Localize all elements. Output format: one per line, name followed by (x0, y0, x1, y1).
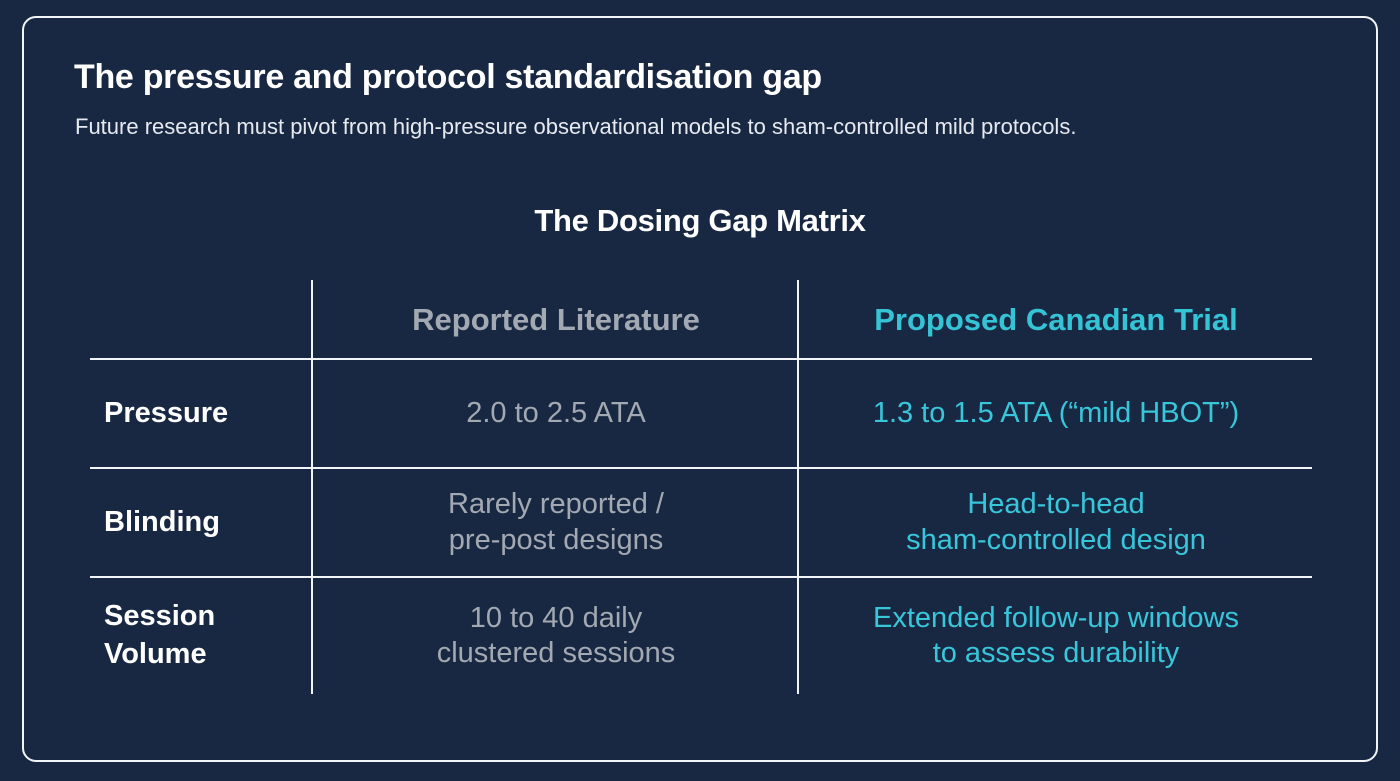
page-subtitle: Future research must pivot from high-pre… (75, 114, 1077, 139)
matrix-divider-vertical (311, 280, 313, 694)
cell-proposed-blinding: Head-to-head sham-controlled design (906, 488, 1206, 556)
column-header-literature: Reported Literature (412, 302, 700, 338)
row-label-pressure: Pressure (104, 396, 229, 429)
cell-proposed-session-volume: Extended follow-up windows to assess dur… (873, 601, 1239, 669)
row-label-session-volume: Session Volume (104, 600, 216, 670)
matrix-title: The Dosing Gap Matrix (534, 203, 866, 238)
page-title: The pressure and protocol standardisatio… (74, 58, 822, 96)
cell-literature-pressure: 2.0 to 2.5 ATA (466, 396, 646, 429)
matrix-divider-vertical (797, 280, 799, 694)
matrix-divider-horizontal (90, 467, 1312, 469)
matrix-divider-horizontal (90, 358, 1312, 360)
cell-literature-session-volume: 10 to 40 daily clustered sessions (436, 601, 676, 669)
matrix-divider-horizontal (90, 576, 1312, 578)
slide-frame (22, 16, 1378, 762)
cell-proposed-pressure: 1.3 to 1.5 ATA (“mild HBOT”) (872, 396, 1240, 429)
cell-literature-blinding: Rarely reported / pre-post designs (448, 488, 664, 556)
row-label-blinding: Blinding (104, 505, 220, 538)
column-header-proposed: Proposed Canadian Trial (874, 302, 1238, 338)
